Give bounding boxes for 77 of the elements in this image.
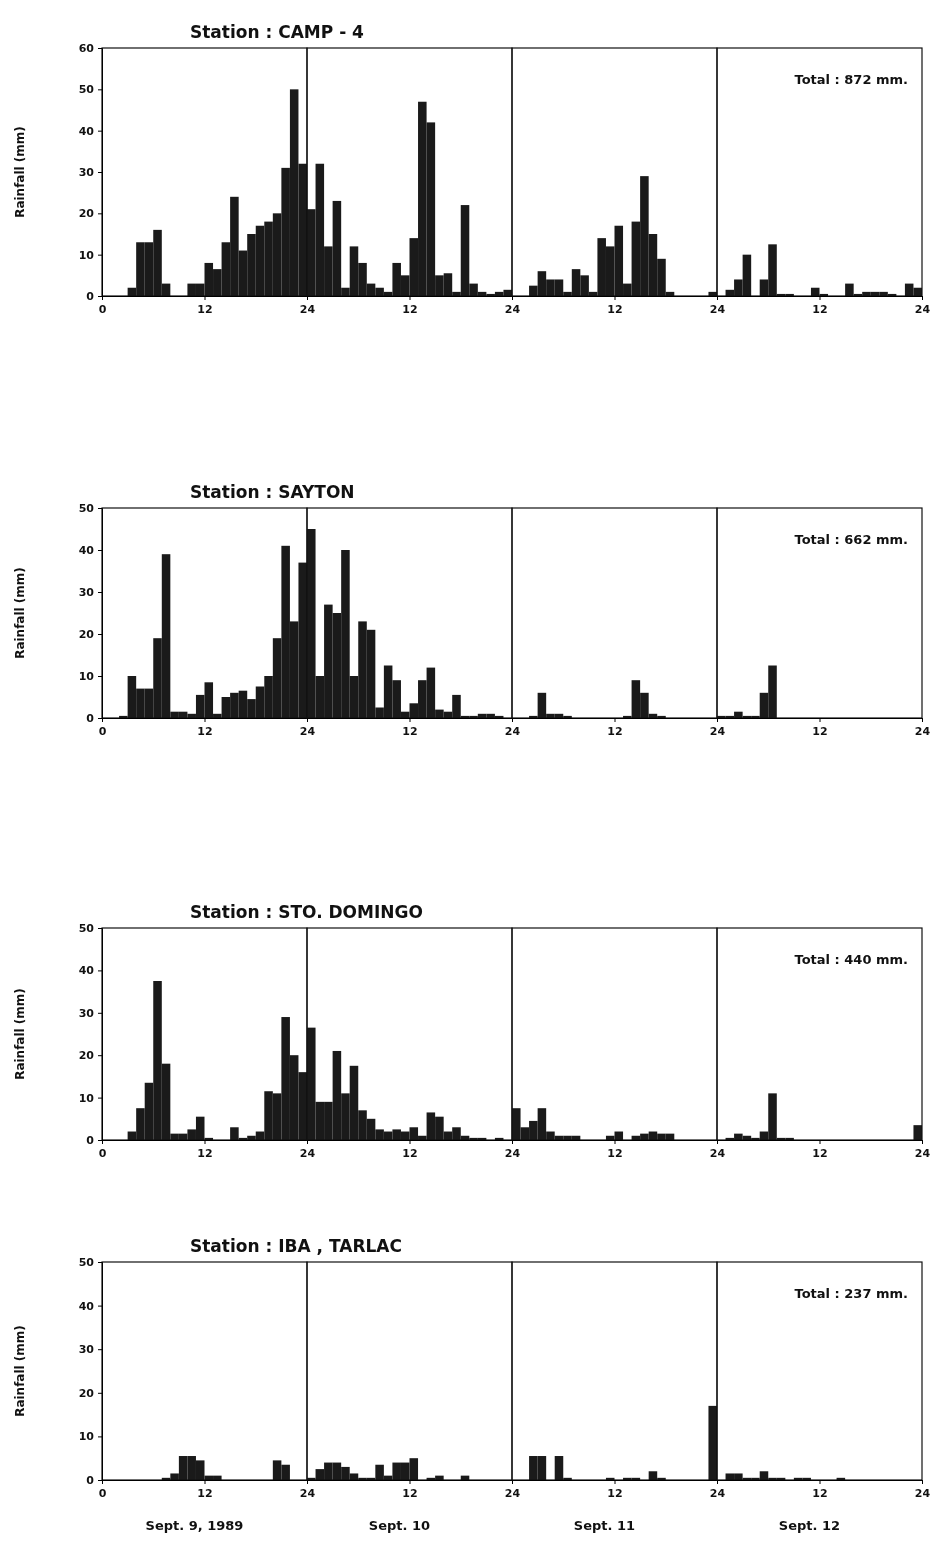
x-tick-label: 24	[299, 1146, 316, 1160]
y-tick-label: 50	[78, 922, 95, 936]
x-tick-label: 0	[98, 1146, 107, 1160]
y-axis-title: Rainfall (mm)	[13, 567, 27, 659]
x-tick-label: 24	[914, 724, 931, 738]
y-tick-label: 20	[78, 1386, 95, 1400]
x-tick-label: 12	[607, 1146, 623, 1160]
y-tick-label: 10	[78, 670, 95, 684]
y-tick-label: 40	[78, 544, 95, 558]
y-tick-label: 10	[78, 1430, 95, 1444]
chart-title: Station : IBA , TARLAC	[190, 1236, 402, 1256]
x-axis-title: Sept. 12	[778, 1518, 841, 1533]
y-tick-label: 20	[78, 207, 95, 221]
y-axis-title: Rainfall (mm)	[13, 988, 27, 1080]
y-tick-label: 40	[78, 124, 95, 138]
x-tick-label: 24	[914, 302, 931, 316]
y-tick-label: 50	[78, 83, 95, 97]
y-tick-label: 30	[78, 1006, 95, 1020]
x-tick-label: 12	[402, 1486, 418, 1500]
x-tick-label: 0	[98, 724, 107, 738]
x-tick-label: 24	[299, 302, 316, 316]
y-tick-label: 0	[86, 712, 95, 726]
x-tick-label: 12	[197, 1486, 213, 1500]
annotation: Total : 440 mm.	[794, 952, 908, 967]
x-tick-label: 24	[504, 724, 521, 738]
y-tick-label: 0	[86, 1134, 95, 1148]
x-tick-label: 12	[607, 724, 623, 738]
y-tick-label: 60	[78, 42, 95, 56]
x-tick-label: 12	[402, 724, 418, 738]
y-tick-label: 0	[86, 290, 95, 304]
y-tick-label: 50	[78, 1256, 95, 1270]
x-tick-label: 12	[812, 1486, 828, 1500]
y-tick-label: 30	[78, 586, 95, 600]
y-tick-label: 50	[78, 502, 95, 516]
x-tick-label: 24	[504, 302, 521, 316]
x-tick-label: 12	[812, 1146, 828, 1160]
y-axis-title: Rainfall (mm)	[13, 1325, 27, 1417]
y-axis-title: Rainfall (mm)	[13, 126, 27, 218]
x-tick-label: 12	[197, 1146, 213, 1160]
y-tick-label: 30	[78, 1343, 95, 1357]
x-tick-label: 24	[709, 1486, 726, 1500]
y-tick-label: 20	[78, 1049, 95, 1063]
x-tick-label: 24	[709, 302, 726, 316]
x-tick-label: 12	[812, 724, 828, 738]
y-tick-label: 20	[78, 628, 95, 642]
y-tick-label: 0	[86, 1474, 95, 1488]
x-tick-label: 24	[709, 724, 726, 738]
x-axis-title: Sept. 9, 1989	[145, 1518, 244, 1533]
chart-title: Station : STO. DOMINGO	[190, 902, 423, 922]
x-tick-label: 12	[402, 1146, 418, 1160]
x-tick-label: 24	[914, 1146, 931, 1160]
x-tick-label: 12	[402, 302, 418, 316]
annotation: Total : 872 mm.	[794, 72, 908, 87]
x-tick-label: 12	[197, 302, 213, 316]
x-axis-title: Sept. 10	[368, 1518, 431, 1533]
chart-title: Station : SAYTON	[190, 482, 355, 502]
x-tick-label: 0	[98, 1486, 107, 1500]
y-tick-label: 40	[78, 1299, 95, 1313]
x-tick-label: 12	[607, 1486, 623, 1500]
y-tick-label: 40	[78, 964, 95, 978]
x-tick-label: 24	[504, 1486, 521, 1500]
x-tick-label: 24	[504, 1146, 521, 1160]
y-tick-label: 10	[78, 1091, 95, 1105]
chart-title: Station : CAMP - 4	[190, 22, 365, 42]
annotation: Total : 237 mm.	[794, 1286, 908, 1301]
x-tick-label: 24	[299, 724, 316, 738]
x-tick-label: 12	[812, 302, 828, 316]
x-tick-label: 0	[98, 302, 107, 316]
x-axis-title: Sept. 11	[573, 1518, 636, 1533]
x-tick-label: 24	[914, 1486, 931, 1500]
y-tick-label: 10	[78, 248, 95, 262]
x-tick-label: 24	[709, 1146, 726, 1160]
y-tick-label: 30	[78, 166, 95, 180]
x-tick-label: 24	[299, 1486, 316, 1500]
x-tick-label: 12	[197, 724, 213, 738]
annotation: Total : 662 mm.	[794, 532, 908, 547]
x-tick-label: 12	[607, 302, 623, 316]
